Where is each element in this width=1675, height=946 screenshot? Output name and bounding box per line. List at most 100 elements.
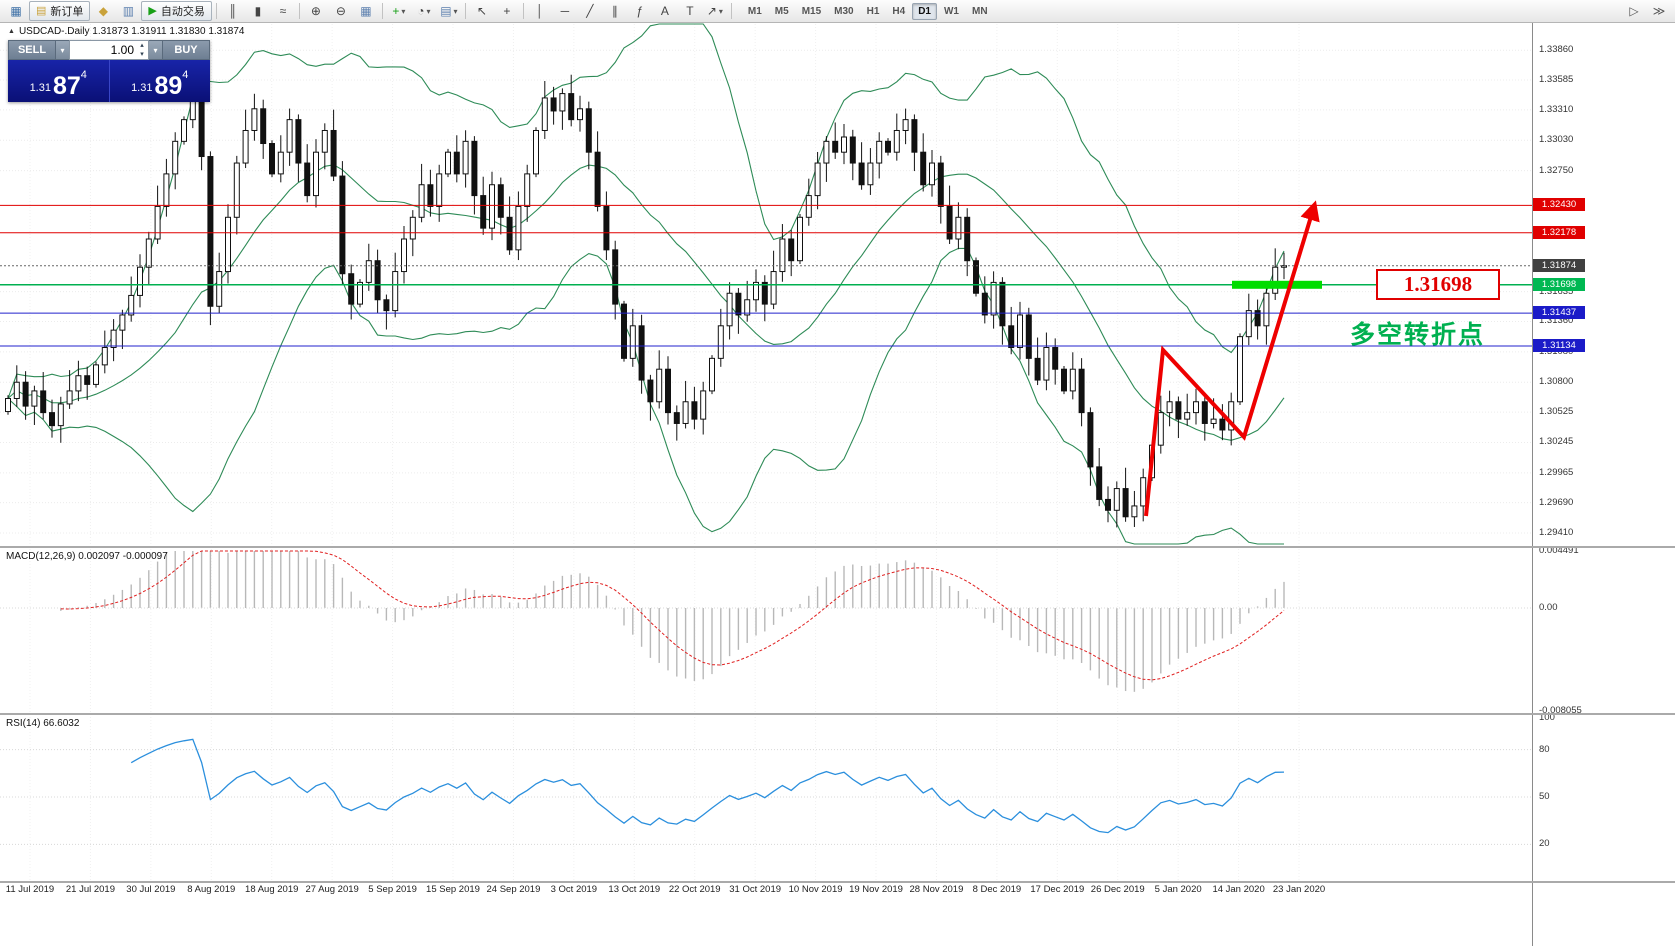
tile-windows-icon[interactable]: ▦ bbox=[354, 1, 378, 21]
ask-price-prefix: 1.31 bbox=[131, 82, 153, 94]
crosshair-icon[interactable]: + bbox=[495, 1, 519, 21]
cursor-icon: ↖ bbox=[476, 4, 487, 18]
timeframe-h4-button[interactable]: H4 bbox=[892, 5, 906, 17]
timeframe-d1-button[interactable]: D1 bbox=[912, 2, 937, 20]
rsi-axis-label: 80 bbox=[1539, 743, 1550, 755]
timeframe-mn-button[interactable]: MN bbox=[971, 5, 988, 17]
cursor-icon[interactable]: ↖ bbox=[470, 1, 494, 21]
terminal-icon[interactable]: ▥ bbox=[116, 1, 140, 21]
periods-button[interactable]: ◔ ▾ bbox=[412, 1, 436, 21]
strategy-tester-icon: ◆ bbox=[98, 4, 109, 18]
candles-layer bbox=[5, 74, 1287, 528]
fibonacci-icon[interactable]: ƒ bbox=[628, 1, 652, 21]
date-axis[interactable]: 11 Jul 2019 21 Jul 2019 30 Jul 2019 8 Aug 2… bbox=[0, 884, 1532, 900]
label-icon[interactable]: T bbox=[678, 1, 702, 21]
bar-chart-type-icon[interactable]: ║ bbox=[221, 1, 245, 21]
macd-indicator-label: MACD(12,26,9) 0.002097 -0.000097 bbox=[6, 551, 168, 562]
pane-separator bbox=[0, 881, 1675, 883]
date-axis-label: 8 Dec 2019 bbox=[972, 884, 1022, 895]
bollinger-upper-band bbox=[7, 23, 1285, 399]
buy-button[interactable]: BUY bbox=[162, 40, 210, 60]
date-axis-label: 28 Nov 2019 bbox=[909, 884, 964, 895]
price-axis[interactable]: 1.33860 1.33585 1.33310 1.33030 1.32750 1.316… bbox=[1532, 22, 1675, 946]
turning-point-annotation[interactable]: 多空转折点 bbox=[1350, 321, 1486, 349]
volume-up-button[interactable]: ▴ bbox=[140, 41, 144, 49]
timeframe-m30-button[interactable]: M30 bbox=[834, 5, 854, 17]
volume-input[interactable] bbox=[70, 42, 136, 58]
rsi-line bbox=[130, 738, 1285, 834]
bollinger-middle-band bbox=[7, 164, 1285, 441]
rsi-axis-label: 20 bbox=[1539, 838, 1550, 850]
volume-field: ▴ ▾ bbox=[69, 40, 149, 60]
price-chart[interactable] bbox=[0, 0, 1532, 946]
caret-down-icon: ▾ bbox=[426, 6, 431, 16]
one-click-trade-panel: SELL ▾ ▴ ▾ ▾ BUY 1.31 87 4 1.31 89 bbox=[8, 40, 210, 102]
sell-button[interactable]: SELL bbox=[8, 40, 56, 60]
price-tag-1.31698: 1.31698 bbox=[1533, 277, 1585, 291]
line-chart-type-icon[interactable]: ≈ bbox=[271, 1, 295, 21]
pane-separator[interactable] bbox=[0, 713, 1675, 715]
timeframe-h1-button[interactable]: H1 bbox=[866, 5, 880, 17]
channel-icon[interactable]: ∥ bbox=[603, 1, 627, 21]
new-chart-icon[interactable]: ▦ bbox=[4, 1, 28, 21]
tile-windows-icon: ▦ bbox=[360, 4, 372, 18]
indicators-icon: + bbox=[392, 4, 400, 18]
toolbar-separator bbox=[215, 3, 217, 19]
vertical-line-icon[interactable]: │ bbox=[528, 1, 552, 21]
timeframe-m1-button[interactable]: M1 bbox=[747, 5, 762, 17]
strategy-tester-icon[interactable]: ◆ bbox=[91, 1, 115, 21]
sell-options-caret-icon[interactable]: ▾ bbox=[56, 40, 69, 60]
price-axis-label: 1.33585 bbox=[1539, 74, 1574, 86]
text-icon: A bbox=[660, 4, 669, 18]
price-tag-1.31874: 1.31874 bbox=[1533, 258, 1585, 272]
timeframe-m15-button[interactable]: M15 bbox=[801, 5, 822, 17]
date-axis-label: 15 Sep 2019 bbox=[426, 884, 480, 895]
price-tag-1.32430: 1.32430 bbox=[1533, 198, 1585, 212]
price-axis-label: 1.30800 bbox=[1539, 376, 1574, 388]
price-axis-label: 1.29690 bbox=[1539, 496, 1574, 508]
crosshair-icon: + bbox=[503, 4, 511, 18]
arrows-icon[interactable]: ↗ ▾ bbox=[703, 1, 727, 21]
chart-shift-icon[interactable]: ▷ bbox=[1629, 4, 1639, 18]
trendline-icon[interactable]: ╱ bbox=[578, 1, 602, 21]
toolbar-separator bbox=[730, 3, 732, 19]
text-icon[interactable]: A bbox=[653, 1, 677, 21]
autotrading-button[interactable]: ▶ 自动交易 bbox=[141, 1, 212, 21]
candlestick-chart-type-icon[interactable]: ▮ bbox=[246, 1, 270, 21]
new-order-button[interactable]: ▤ 新订单 bbox=[29, 1, 91, 21]
bid-price[interactable]: 1.31 87 4 bbox=[8, 60, 109, 102]
date-axis-label: 30 Jul 2019 bbox=[126, 884, 176, 895]
bid-price-pip: 4 bbox=[80, 69, 87, 81]
date-axis-label: 26 Dec 2019 bbox=[1090, 884, 1145, 895]
pane-separator[interactable] bbox=[0, 546, 1675, 548]
auto-scroll-icon[interactable]: ≫ bbox=[1652, 4, 1666, 18]
timeframe-m5-button[interactable]: M5 bbox=[774, 5, 789, 17]
templates-button[interactable]: ▤ ▾ bbox=[437, 1, 461, 21]
rsi-axis-label: 50 bbox=[1539, 791, 1550, 802]
toolbar-separator bbox=[522, 3, 524, 19]
zoom-out-icon[interactable]: ⊖ bbox=[329, 1, 353, 21]
timeframe-w1-button[interactable]: W1 bbox=[943, 5, 959, 17]
ask-price[interactable]: 1.31 89 4 bbox=[110, 60, 211, 102]
buy-options-caret-icon[interactable]: ▾ bbox=[149, 40, 162, 60]
trendline-icon: ╱ bbox=[586, 4, 594, 18]
caret-down-icon: ▾ bbox=[401, 6, 406, 16]
annotation-layer[interactable] bbox=[1144, 200, 1320, 517]
candlestick-chart-type-icon: ▮ bbox=[254, 4, 262, 18]
horizontal-line-icon[interactable]: ─ bbox=[553, 1, 577, 21]
indicators-button[interactable]: + ▾ bbox=[387, 1, 411, 21]
caret-down-icon: ▾ bbox=[453, 6, 458, 16]
rsi-axis-label: 100 bbox=[1539, 712, 1555, 723]
date-axis-label: 18 Aug 2019 bbox=[245, 884, 299, 895]
autotrading-icon: ▶ bbox=[148, 4, 157, 17]
macd-axis-label: 0.004491 bbox=[1539, 545, 1579, 556]
zoom-in-icon[interactable]: ⊕ bbox=[304, 1, 328, 21]
bid-price-big: 87 bbox=[52, 71, 81, 100]
price-divider bbox=[108, 60, 110, 102]
price-axis-label: 1.33860 bbox=[1539, 44, 1574, 56]
volume-down-button[interactable]: ▾ bbox=[140, 51, 144, 58]
horizontal-lines-layer[interactable] bbox=[0, 204, 1532, 347]
grid-layer bbox=[0, 24, 1532, 880]
price-callout-label[interactable]: 1.31698 bbox=[1376, 269, 1500, 300]
bollinger-lower-band bbox=[7, 247, 1284, 545]
